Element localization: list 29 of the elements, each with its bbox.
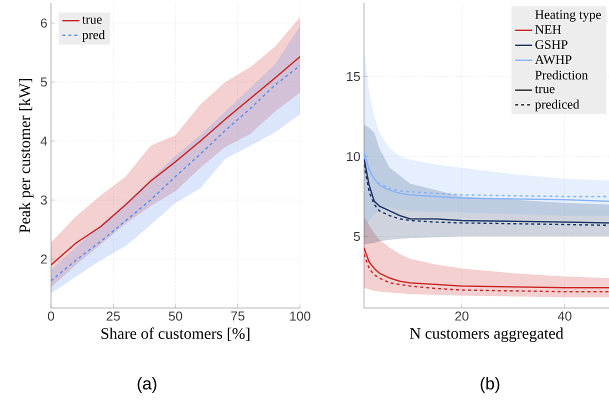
legend-label: NEH (535, 25, 562, 34)
legend-title: Heating type (535, 10, 601, 22)
y-tick-label: 3 (40, 195, 47, 205)
legend-label: pred (82, 30, 105, 42)
annotation: Prediction (535, 70, 588, 80)
x-tick-label: 75 (231, 312, 244, 321)
x-tick-label: 0 (48, 312, 54, 321)
x-tick-label: 25 (106, 312, 120, 321)
legend-label: prediced (535, 100, 580, 112)
legend-label: true (534, 86, 555, 94)
text: (a) (138, 377, 156, 393)
x-tick-label: 100 (290, 312, 310, 321)
y-tick-label: 6 (40, 18, 47, 28)
y-tick-label: 10 (347, 152, 360, 162)
y-tick-label: 4 (40, 136, 48, 146)
y-axis-title: Peak per customer [kW] (18, 78, 34, 233)
text: (b) (480, 377, 500, 393)
legend-label: true (82, 16, 102, 24)
legend-label: GSHP (535, 40, 568, 49)
x-axis-title: Share of customers [%] (102, 328, 250, 341)
y-tick-label: 5 (354, 232, 360, 242)
x-tick-label: 20 (455, 312, 468, 321)
y-tick-label: 2 (40, 254, 47, 264)
x-tick-label: 40 (558, 312, 572, 321)
y-tick-label: 15 (347, 72, 360, 82)
x-axis-title: N customers aggregated (410, 328, 564, 342)
y-tick-label: 5 (40, 78, 47, 87)
legend-label: AWHP (534, 55, 572, 64)
x-tick-label: 50 (168, 312, 182, 321)
